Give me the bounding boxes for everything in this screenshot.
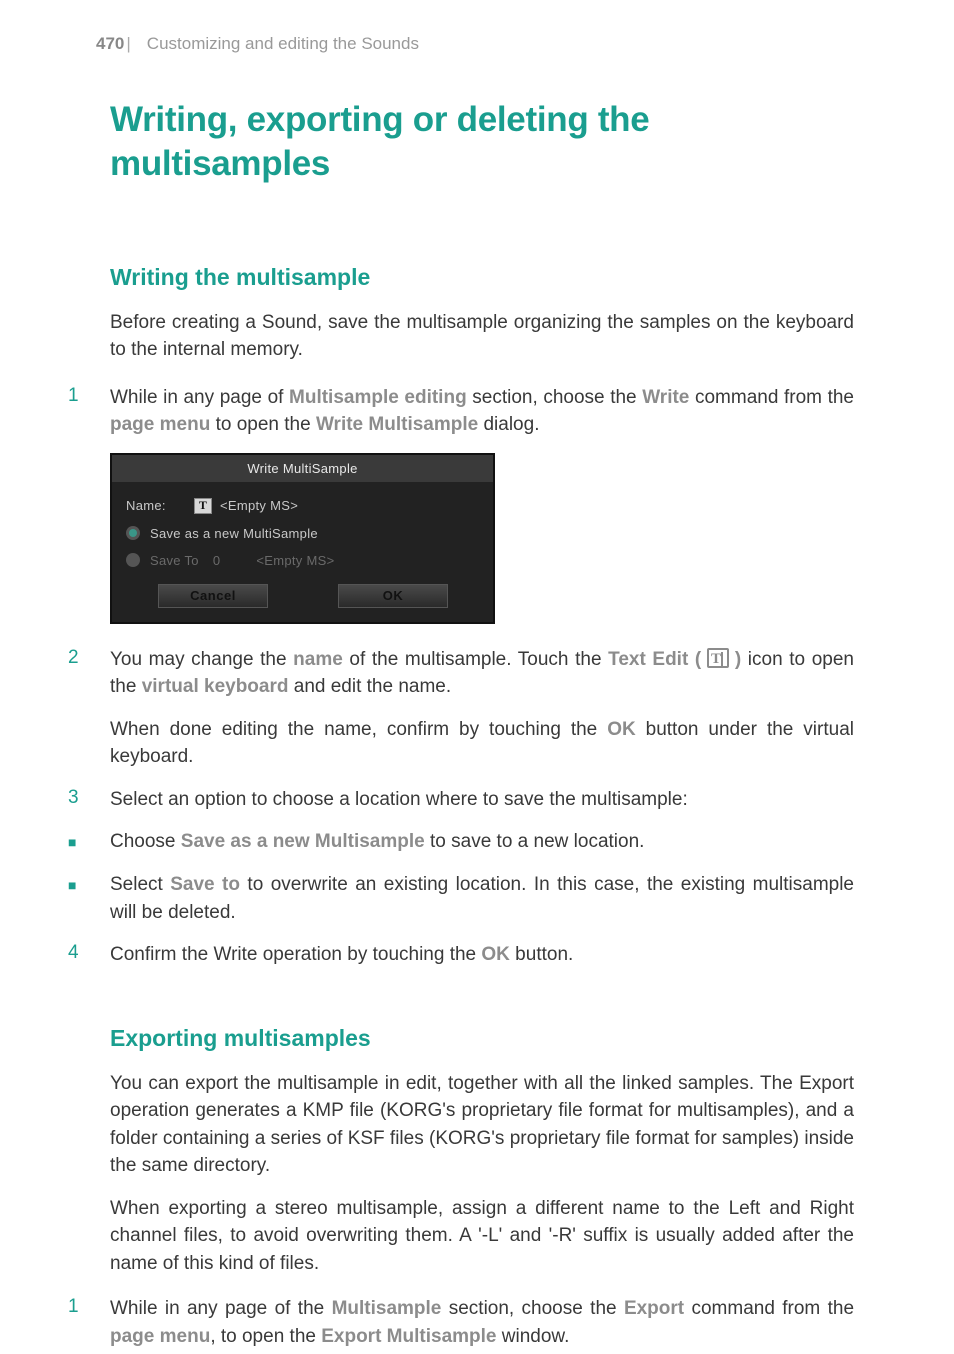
text-edit-inline-icon — [707, 648, 729, 668]
term-save-to: Save to — [170, 874, 240, 895]
step-3-text: Select an option to choose a location wh… — [110, 786, 854, 814]
step-1-text: While in any page of Multisample editing… — [110, 384, 854, 439]
bullet-save-new: ■ Choose Save as a new Multisample to sa… — [68, 828, 854, 856]
term-page-menu-2: page menu — [110, 1326, 210, 1347]
dialog-save-to-value: <Empty MS> — [256, 553, 334, 568]
text-edit-icon[interactable]: T — [194, 498, 212, 514]
step-number: 2 — [68, 646, 110, 701]
dialog-save-to-label: Save To — [150, 553, 199, 568]
step-4-text: Confirm the Write operation by touching … — [110, 941, 854, 969]
step-number: 1 — [68, 1295, 110, 1350]
cancel-button[interactable]: Cancel — [158, 584, 268, 608]
header-divider: | — [126, 34, 130, 54]
dialog-name-value[interactable]: <Empty MS> — [220, 498, 298, 513]
page-number: 470 — [96, 34, 124, 54]
term-write: Write — [642, 387, 689, 408]
step-1: 1 While in any page of Multisample editi… — [68, 384, 854, 439]
section-heading-writing: Writing the multisample — [110, 264, 954, 291]
bullet-icon: ■ — [68, 871, 110, 926]
radio-save-new[interactable] — [126, 526, 140, 540]
radio-save-to[interactable] — [126, 553, 140, 567]
bullet-icon: ■ — [68, 828, 110, 856]
step-2-para2: When done editing the name, confirm by t… — [110, 716, 854, 771]
section2-para2: When exporting a stereo multisample, ass… — [110, 1195, 854, 1278]
header-section-name: Customizing and editing the Sounds — [147, 34, 419, 54]
dialog-name-row: Name: T <Empty MS> — [126, 492, 479, 520]
dialog-save-to-row[interactable]: Save To 0 <Empty MS> — [126, 547, 479, 574]
dialog-save-new-label: Save as a new MultiSample — [150, 526, 318, 541]
term-save-as-new: Save as a new Multisample — [181, 831, 425, 852]
bullet-2-text: Select Save to to overwrite an existing … — [110, 871, 854, 926]
section1-intro: Before creating a Sound, save the multis… — [110, 309, 854, 364]
step-3: 3 Select an option to choose a location … — [68, 786, 854, 814]
page-header: 470 | Customizing and editing the Sounds — [0, 0, 954, 54]
term-multisample-2: Multisample — [332, 1298, 442, 1319]
dialog-save-to-index: 0 — [213, 553, 221, 568]
section-heading-exporting: Exporting multisamples — [110, 1025, 954, 1052]
term-write-multisample: Write Multisample — [316, 414, 478, 435]
bullet-save-to: ■ Select Save to to overwrite an existin… — [68, 871, 854, 926]
dialog-body: Name: T <Empty MS> Save as a new MultiSa… — [112, 482, 493, 622]
ok-button[interactable]: OK — [338, 584, 448, 608]
term-multisample-editing: Multisample editing — [289, 387, 467, 408]
write-multisample-dialog: Write MultiSample Name: T <Empty MS> Sav… — [110, 453, 495, 624]
term-page-menu: page menu — [110, 414, 210, 435]
term-ok: OK — [607, 719, 636, 740]
term-export-multisample: Export Multisample — [321, 1326, 496, 1347]
term-ok-2: OK — [481, 944, 510, 965]
dialog-name-label: Name: — [126, 498, 194, 513]
step-number: 1 — [68, 384, 110, 439]
bullet-1-text: Choose Save as a new Multisample to save… — [110, 828, 854, 856]
term-virtual-keyboard: virtual keyboard — [142, 676, 289, 697]
step-2: 2 You may change the name of the multisa… — [68, 646, 854, 701]
step-2-text: You may change the name of the multisamp… — [110, 646, 854, 701]
dialog-title: Write MultiSample — [112, 455, 493, 482]
term-text-edit: Text Edit ( ) — [608, 649, 741, 670]
dialog-save-new-row[interactable]: Save as a new MultiSample — [126, 520, 479, 547]
term-export: Export — [624, 1298, 684, 1319]
step-4: 4 Confirm the Write operation by touchin… — [68, 941, 854, 969]
section2-para1: You can export the multisample in edit, … — [110, 1070, 854, 1180]
step-number: 3 — [68, 786, 110, 814]
term-name: name — [293, 649, 343, 670]
dialog-buttons: Cancel OK — [126, 584, 479, 608]
section2-step-1-text: While in any page of the Multisample sec… — [110, 1295, 854, 1350]
section2-step-1: 1 While in any page of the Multisample s… — [68, 1295, 854, 1350]
page-title: Writing, exporting or deleting the multi… — [110, 98, 854, 186]
step-number: 4 — [68, 941, 110, 969]
